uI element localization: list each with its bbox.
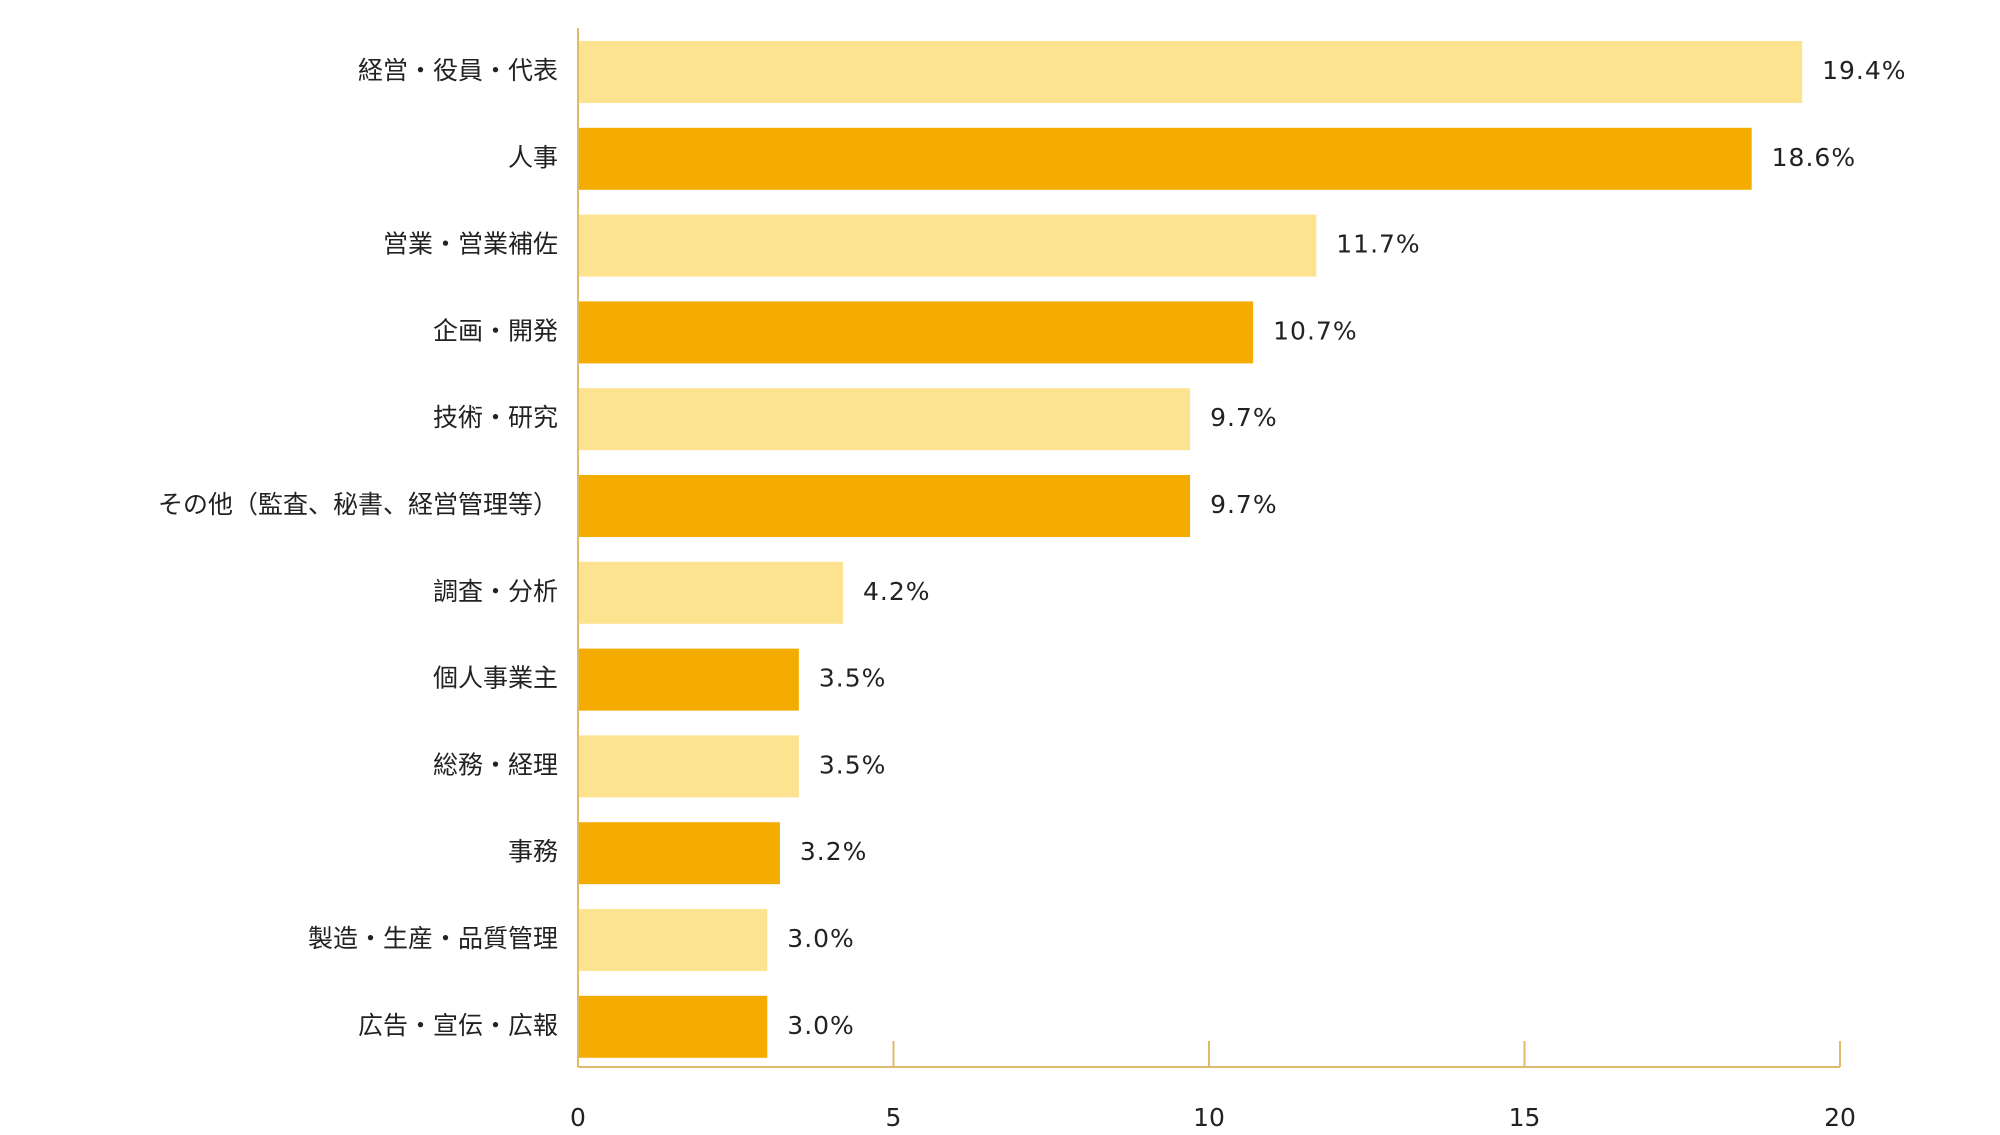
- y-tick-label: 営業・営業補佐: [383, 230, 558, 259]
- y-tick-label: 製造・生産・品質管理: [308, 924, 558, 953]
- value-label: 18.6%: [1772, 143, 1856, 172]
- y-tick-label: 経営・役員・代表: [358, 56, 558, 85]
- bar: [578, 41, 1803, 103]
- x-tick-label: 10: [1193, 1103, 1225, 1132]
- bar: [578, 214, 1317, 277]
- bar: [578, 475, 1191, 537]
- value-label: 10.7%: [1273, 316, 1357, 345]
- y-tick-label: 事務: [508, 837, 558, 866]
- bar: [578, 561, 844, 624]
- value-label: 11.7%: [1336, 230, 1420, 259]
- value-label: 9.7%: [1210, 403, 1278, 432]
- value-label: 19.4%: [1822, 56, 1906, 85]
- bar: [578, 301, 1254, 364]
- value-label: 3.0%: [787, 1011, 855, 1040]
- y-tick-label: 調査・分析: [433, 577, 558, 606]
- bar: [578, 648, 799, 711]
- bar: [578, 388, 1191, 451]
- bar: [578, 909, 768, 971]
- x-tick-label: 5: [886, 1103, 902, 1132]
- y-tick-label: 個人事業主: [433, 664, 558, 693]
- value-label: 3.0%: [787, 924, 855, 953]
- y-tick-label: 技術・研究: [433, 403, 558, 432]
- y-tick-label: 企画・開発: [433, 316, 558, 345]
- y-tick-label: 総務・経理: [433, 750, 558, 779]
- bar: [578, 822, 780, 885]
- bar: [578, 995, 768, 1058]
- value-label: 4.2%: [863, 577, 931, 606]
- bar: [578, 735, 799, 798]
- x-tick-label: 20: [1824, 1103, 1856, 1132]
- bar: [578, 127, 1752, 190]
- value-label: 3.2%: [800, 837, 868, 866]
- y-tick-label: その他（監査、秘書、経営管理等）: [158, 490, 558, 519]
- y-tick-label: 人事: [508, 143, 558, 172]
- x-tick-label: 0: [570, 1103, 586, 1132]
- value-label: 3.5%: [819, 750, 887, 779]
- x-tick-label: 15: [1509, 1103, 1541, 1132]
- y-tick-label: 広告・宣伝・広報: [358, 1011, 558, 1040]
- value-label: 3.5%: [819, 664, 887, 693]
- value-label: 9.7%: [1210, 490, 1278, 519]
